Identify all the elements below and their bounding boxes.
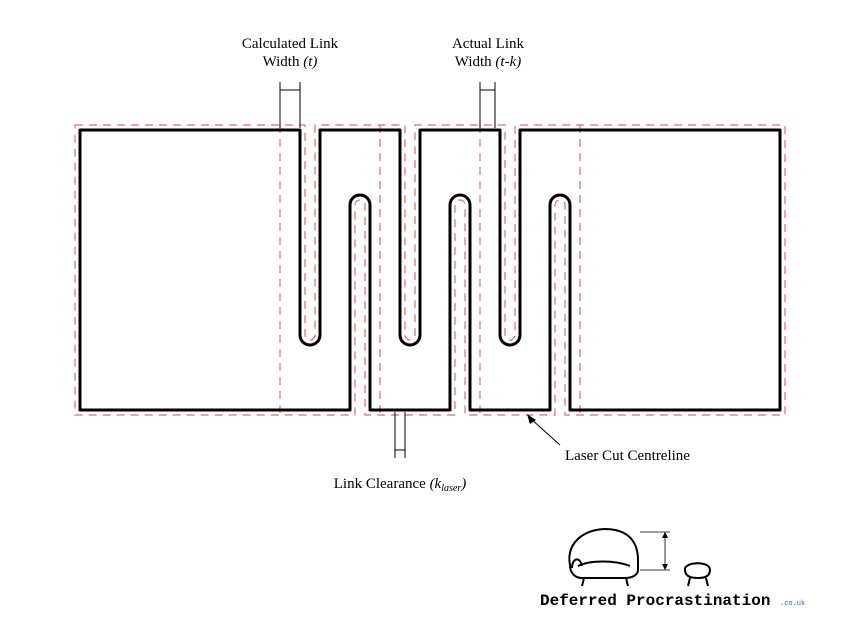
logo-footstool xyxy=(685,563,710,578)
label-actual-link-width: Actual Link xyxy=(452,36,525,52)
logo-text: Deferred Procrastination xyxy=(540,592,770,610)
logo-leg xyxy=(706,578,708,586)
laser-centreline-layer xyxy=(75,125,785,415)
label-layer: Calculated Link Width (t) Actual Link Width… xyxy=(242,36,690,494)
label-laser-centreline: Laser Cut Centreline xyxy=(565,448,690,464)
label-calc-link-width: Calculated Link xyxy=(242,36,339,52)
logo-armchair xyxy=(569,529,638,578)
label-link-clearance: Link Clearance (klaser) xyxy=(334,476,466,494)
logo-dim-arrow xyxy=(662,564,668,570)
logo: Deferred Procrastination .co.uk xyxy=(540,529,805,610)
logo-armchair-seat xyxy=(578,562,630,567)
logo-leg xyxy=(582,578,584,586)
part-outline xyxy=(80,130,780,410)
logo-leg xyxy=(688,578,690,586)
label-calc-link-width-2: Width (t) xyxy=(263,54,318,70)
logo-armchair-arm xyxy=(572,559,582,568)
logo-dim-arrow xyxy=(662,532,668,538)
label-actual-link-width-2: Width (t-k) xyxy=(455,54,521,70)
logo-suffix: .co.uk xyxy=(780,600,805,608)
part-outline-layer xyxy=(80,130,780,410)
logo-group: Deferred Procrastination .co.uk xyxy=(540,529,805,610)
diagram-canvas: Calculated Link Width (t) Actual Link Width… xyxy=(0,0,860,640)
logo-leg xyxy=(626,578,628,586)
laser-centreline xyxy=(75,125,785,415)
arrow-centreline xyxy=(530,418,560,445)
